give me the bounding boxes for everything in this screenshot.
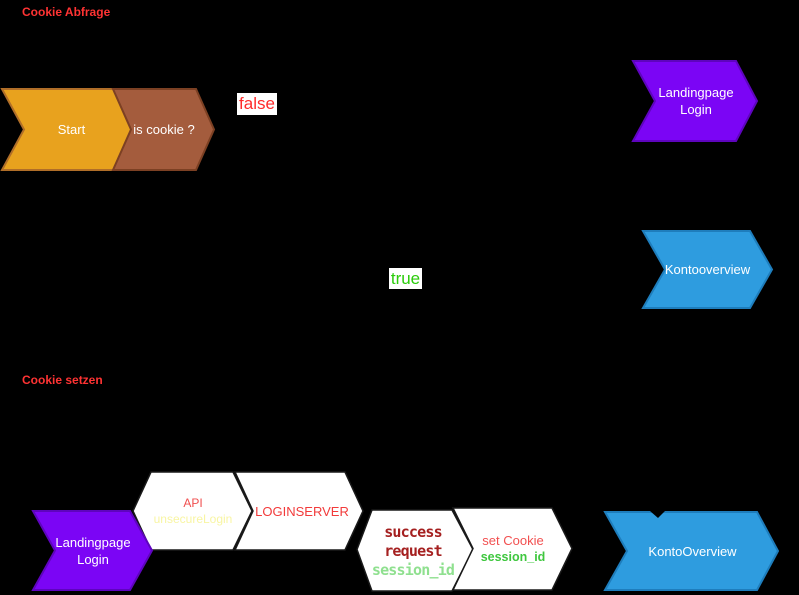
landingpage-line2: Login [77, 551, 109, 567]
kontooverview-chevron-top[interactable] [641, 230, 774, 309]
success-line1: success [384, 522, 442, 541]
success-line3: session_id [371, 560, 455, 579]
landingpage-line2: Login [680, 102, 712, 117]
set-cookie-label: set Cookie session_id [473, 508, 553, 590]
kontooverview-text: KontoOverview [648, 543, 737, 559]
section-title-cookie-abfrage: Cookie Abfrage [22, 5, 111, 19]
is-cookie-label-text: is cookie ? [133, 122, 195, 137]
set-cookie-line1: set Cookie [482, 533, 544, 548]
branch-true-text: true [390, 268, 421, 288]
branch-false-text: false [239, 94, 275, 113]
kontooverview-text: Kontooverview [664, 262, 751, 277]
section-title-cookie-setzen: Cookie setzen [22, 373, 103, 387]
landingpage-line1: Landingpage [658, 85, 734, 100]
api-line2: unsecureLogin [153, 512, 233, 526]
api-line1: API [183, 496, 203, 510]
branch-false-label: false [237, 93, 277, 115]
kontooverview-label-bottom: KontoOverview [627, 512, 758, 590]
start-label: Start [24, 89, 119, 170]
landingpage-login-chevron-bottom[interactable] [31, 510, 154, 591]
loginserver-chevron[interactable] [233, 471, 364, 551]
landingpage-login-label-top: Landingpage Login [655, 61, 737, 141]
is-cookie-chevron[interactable] [111, 88, 216, 171]
api-unsecurelogin-label: API unsecureLogin [151, 472, 235, 550]
loginserver-label: LOGINSERVER [253, 472, 351, 550]
start-label-text: Start [57, 122, 86, 137]
kontooverview-chevron-bottom[interactable] [603, 511, 780, 591]
landingpage-line1: Landingpage [55, 534, 131, 550]
success-request-session-label: success request session_id [371, 511, 455, 591]
connector-notch-artifact [650, 511, 665, 518]
loginserver-text: LOGINSERVER [255, 503, 349, 519]
success-line2: request [384, 541, 442, 560]
is-cookie-label: is cookie ? [131, 89, 197, 170]
landingpage-login-label-bottom: Landingpage Login [55, 511, 131, 590]
branch-true-label: true [389, 268, 422, 289]
landingpage-login-chevron-top[interactable] [631, 60, 759, 142]
kontooverview-label-top: Kontooverview [665, 231, 750, 308]
success-request-hexagon[interactable] [356, 509, 474, 592]
set-cookie-line2: session_id [480, 550, 546, 564]
api-unsecurelogin-hexagon[interactable] [132, 471, 253, 551]
set-cookie-chevron[interactable] [451, 507, 573, 591]
